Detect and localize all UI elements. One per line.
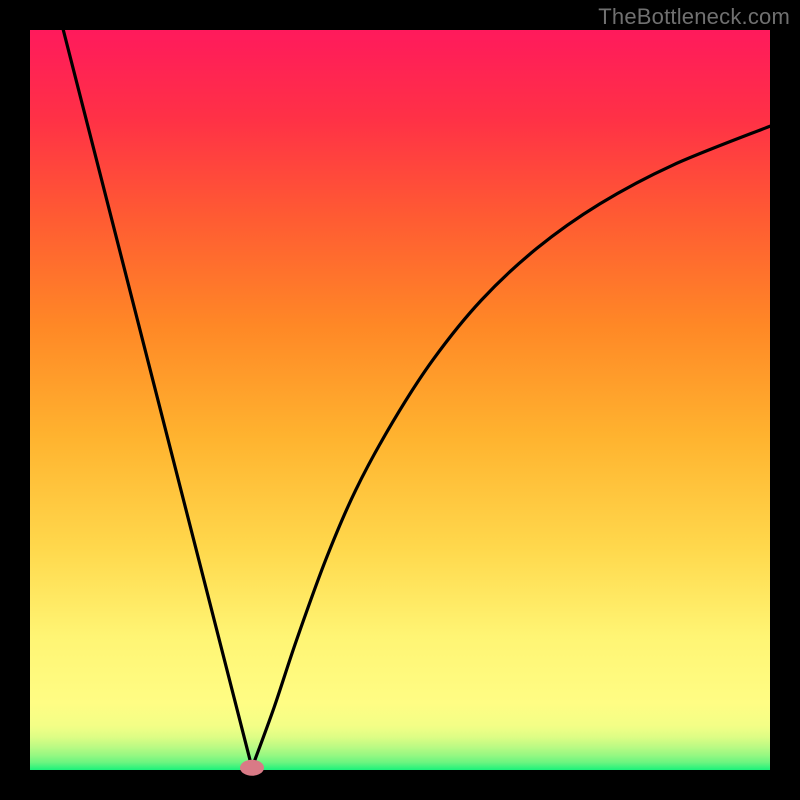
bottleneck-curve [63,30,770,768]
bottleneck-minimum-marker [240,760,264,776]
bottleneck-plot-area [30,30,770,770]
bottleneck-curve-svg [30,30,770,770]
watermark-text: TheBottleneck.com [598,4,790,30]
